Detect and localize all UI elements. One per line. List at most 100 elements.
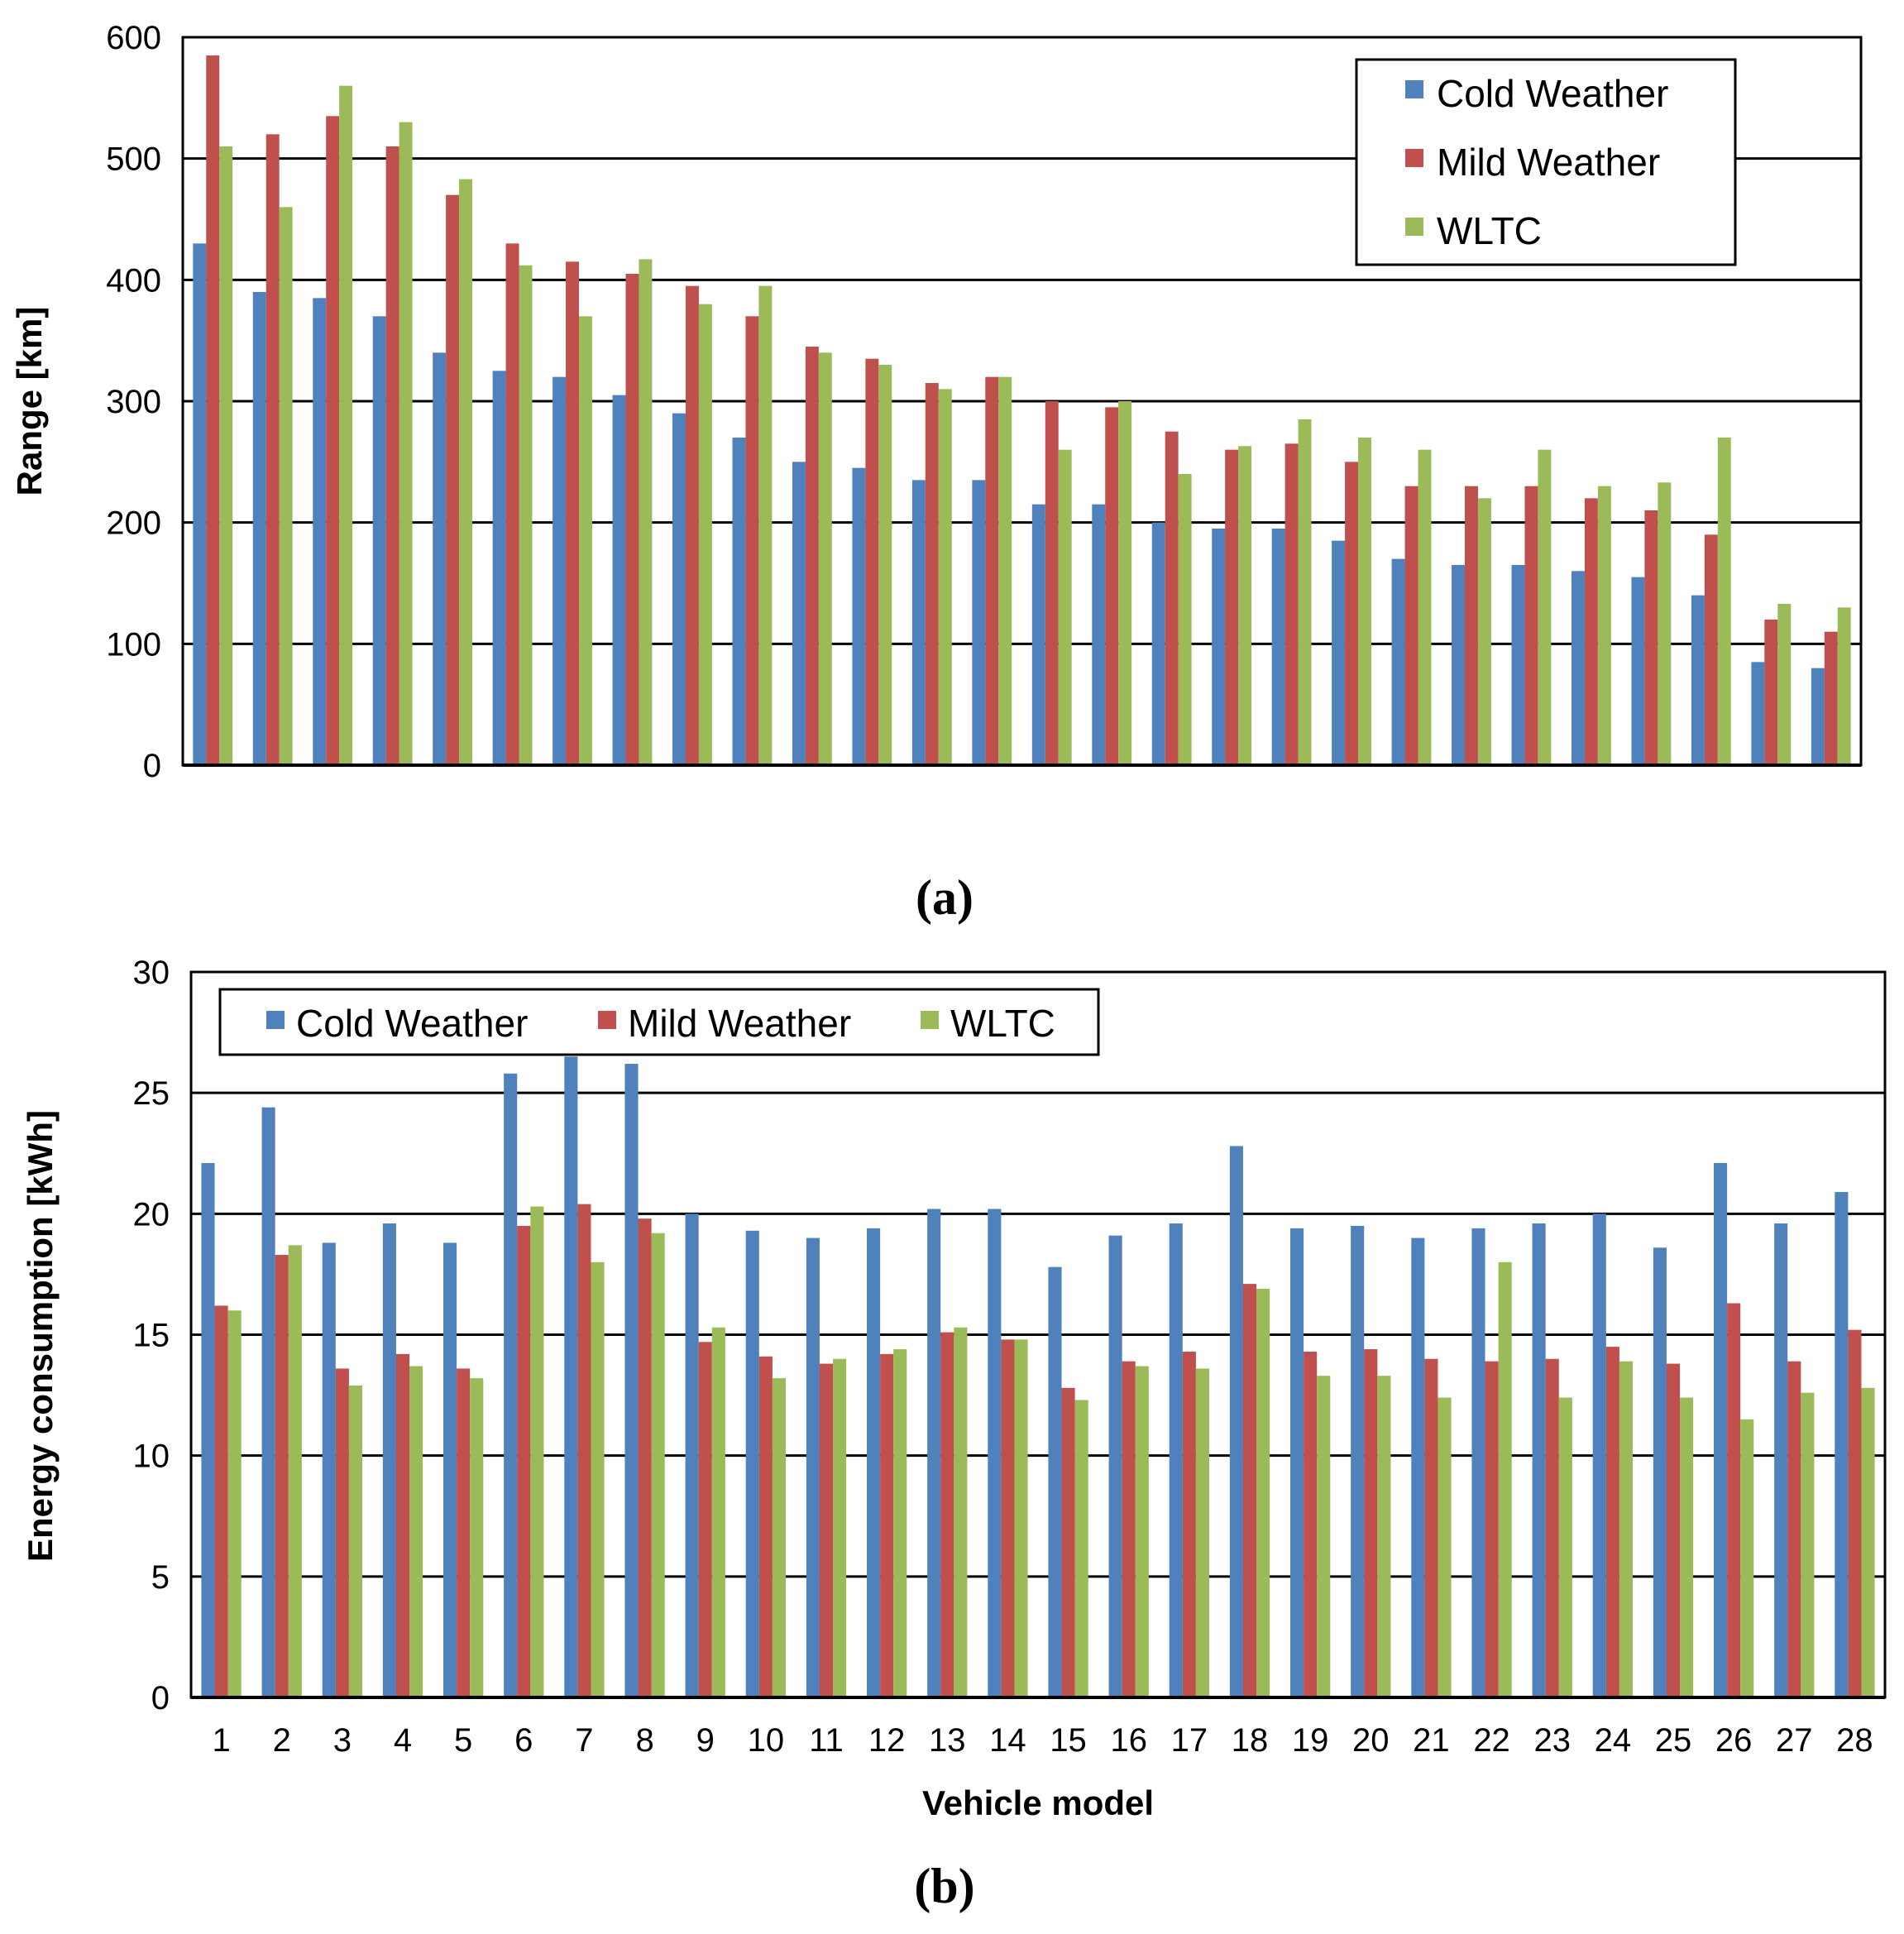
bar-group-vehicle-20: [1332, 438, 1371, 765]
x-tick-label: 14: [989, 1722, 1026, 1759]
bar-group-vehicle-2: [252, 134, 293, 766]
bar-group-vehicle-26: [1714, 1162, 1754, 1697]
x-tick-label: 15: [1050, 1722, 1087, 1759]
bar-mild-weather: [206, 55, 220, 765]
bar-mild-weather: [577, 1204, 591, 1697]
bar-mild-weather: [1225, 449, 1239, 765]
bar-wltc: [399, 122, 413, 765]
legend-label: WLTC: [950, 1002, 1055, 1045]
legend-swatch-wltc: [921, 1011, 939, 1029]
bar-mild-weather: [1105, 407, 1119, 765]
x-tick-label: 23: [1533, 1722, 1571, 1759]
bar-group-vehicle-24: [1592, 1214, 1633, 1697]
bar-wltc: [1256, 1288, 1270, 1697]
bar-cold-weather: [624, 1064, 639, 1697]
bar-group-vehicle-11: [792, 347, 832, 765]
bar-group-vehicle-7: [553, 261, 592, 765]
bars: [201, 1056, 1875, 1697]
bar-group-vehicle-12: [867, 1228, 907, 1697]
bar-cold-weather: [1391, 558, 1405, 765]
bar-group-vehicle-19: [1290, 1228, 1331, 1697]
bar-wltc: [578, 316, 592, 765]
bar-group-vehicle-25: [1631, 482, 1672, 765]
bar-wltc: [938, 389, 952, 765]
bar-cold-weather: [1714, 1162, 1728, 1697]
bar-mild-weather: [1182, 1351, 1196, 1697]
bar-wltc: [409, 1366, 423, 1697]
bar-mild-weather: [1666, 1363, 1681, 1697]
bar-group-vehicle-3: [322, 1242, 362, 1697]
bar-group-vehicle-23: [1532, 1223, 1572, 1697]
bar-group-vehicle-2: [261, 1107, 302, 1697]
bar-cold-weather: [193, 243, 207, 765]
bar-cold-weather: [1471, 1228, 1485, 1697]
x-tick-label: 9: [696, 1722, 715, 1759]
bar-wltc: [1195, 1368, 1209, 1697]
bar-wltc: [711, 1327, 725, 1697]
bar-mild-weather: [326, 116, 340, 766]
y-axis-title: Energy consumption [kWh]: [21, 1110, 60, 1562]
legend-item-cold-weather: Cold Weather: [1405, 72, 1668, 115]
bar-wltc: [227, 1310, 242, 1697]
bar-mild-weather: [1584, 498, 1598, 765]
bar-cold-weather: [1351, 1225, 1365, 1697]
bar-group-vehicle-4: [372, 122, 413, 765]
bar-mild-weather: [685, 285, 699, 766]
bar-group-vehicle-19: [1271, 419, 1312, 765]
bar-cold-weather: [1290, 1228, 1304, 1697]
x-tick-label: 8: [635, 1722, 653, 1759]
bar-cold-weather: [553, 376, 567, 765]
bar-mild-weather: [1644, 510, 1658, 765]
bar-mild-weather: [1045, 401, 1059, 765]
bar-wltc: [1837, 607, 1851, 765]
bar-mild-weather: [1727, 1303, 1741, 1697]
bar-mild-weather: [805, 347, 819, 765]
bar-group-vehicle-10: [745, 1230, 786, 1697]
bar-cold-weather: [1048, 1266, 1062, 1697]
bar-cold-weather: [1169, 1223, 1183, 1697]
bar-mild-weather: [758, 1356, 773, 1697]
x-tick-label: 11: [809, 1722, 844, 1759]
bar-group-vehicle-22: [1471, 1228, 1512, 1697]
bars: [193, 55, 1851, 766]
bar-group-vehicle-13: [927, 1209, 968, 1697]
y-tick-label: 30: [133, 955, 170, 991]
bar-wltc: [219, 146, 233, 765]
bar-wltc: [1317, 1376, 1331, 1697]
x-tick-label: 25: [1655, 1722, 1692, 1759]
x-tick-label: 21: [1413, 1722, 1450, 1759]
bar-wltc: [1558, 1397, 1572, 1697]
bar-group-vehicle-15: [1031, 401, 1072, 765]
bar-group-vehicle-27: [1751, 603, 1792, 765]
x-tick-label: 3: [333, 1722, 352, 1759]
bar-mild-weather: [1704, 534, 1718, 765]
x-tick-label: 6: [514, 1722, 533, 1759]
bar-wltc: [698, 304, 712, 766]
bar-wltc: [1418, 449, 1432, 765]
bar-wltc: [1861, 1387, 1875, 1697]
bar-mild-weather: [638, 1218, 652, 1697]
legend-label: Mild Weather: [628, 1002, 851, 1045]
bar-mild-weather: [517, 1225, 531, 1697]
y-tick-label: 25: [133, 1075, 170, 1112]
bar-group-vehicle-21: [1411, 1237, 1452, 1697]
bar-wltc: [1377, 1376, 1391, 1697]
bar-wltc: [651, 1233, 665, 1697]
bar-cold-weather: [1532, 1223, 1546, 1697]
bar-cold-weather: [792, 462, 806, 765]
bar-mild-weather: [985, 376, 999, 765]
bar-cold-weather: [927, 1209, 941, 1697]
legend-label: WLTC: [1437, 209, 1542, 252]
bar-group-vehicle-17: [1169, 1223, 1209, 1697]
x-tick-label: 4: [394, 1722, 412, 1759]
bar-group-vehicle-16: [1108, 1235, 1149, 1697]
bar-mild-weather: [1605, 1347, 1619, 1697]
bar-cold-weather: [745, 1230, 759, 1697]
bar-cold-weather: [1691, 595, 1705, 765]
legend: Cold Weather Mild Weather WLTC: [1355, 58, 1737, 266]
bar-cold-weather: [1631, 577, 1645, 765]
legend-item-mild-weather: Mild Weather: [1405, 141, 1660, 184]
bar-mild-weather: [214, 1305, 228, 1697]
bar-wltc: [772, 1378, 786, 1697]
